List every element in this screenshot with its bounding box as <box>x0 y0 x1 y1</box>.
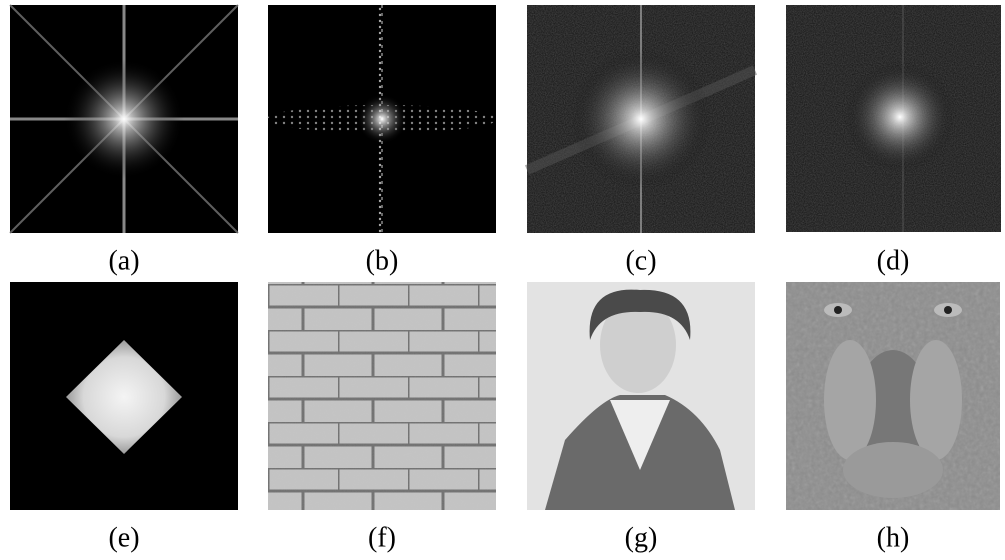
image-shape <box>845 62 955 172</box>
panel-f-image <box>268 282 496 510</box>
figure: (a) (b) (c) (d) (e) (f) (g) (h) <box>0 0 1005 560</box>
caption: (a) <box>108 245 139 276</box>
panel-h-image <box>786 282 1000 510</box>
panel-c-image <box>527 5 755 233</box>
image-shape <box>843 442 943 498</box>
panel-b-image <box>267 5 497 233</box>
page: {"panels": [{"label": "(a)"}, {"label": … <box>0 0 1005 560</box>
caption: (d) <box>877 245 910 276</box>
caption: (c) <box>625 245 656 276</box>
panel-a-image <box>10 5 238 233</box>
image-shape <box>834 306 842 314</box>
image-shape <box>910 340 962 460</box>
caption: (g) <box>625 522 658 553</box>
image-shape <box>824 340 876 460</box>
image-shape <box>944 306 952 314</box>
caption: (b) <box>366 245 399 276</box>
caption: (h) <box>877 522 910 553</box>
panel-g-image <box>527 282 755 510</box>
panel-d-image <box>786 5 1001 232</box>
image-shape <box>571 49 711 189</box>
caption: (f) <box>368 522 396 553</box>
panel-e-image <box>10 282 238 510</box>
caption: (e) <box>108 522 139 553</box>
image-shape <box>64 59 184 179</box>
image-shape <box>357 94 407 144</box>
image-shape <box>268 282 496 510</box>
